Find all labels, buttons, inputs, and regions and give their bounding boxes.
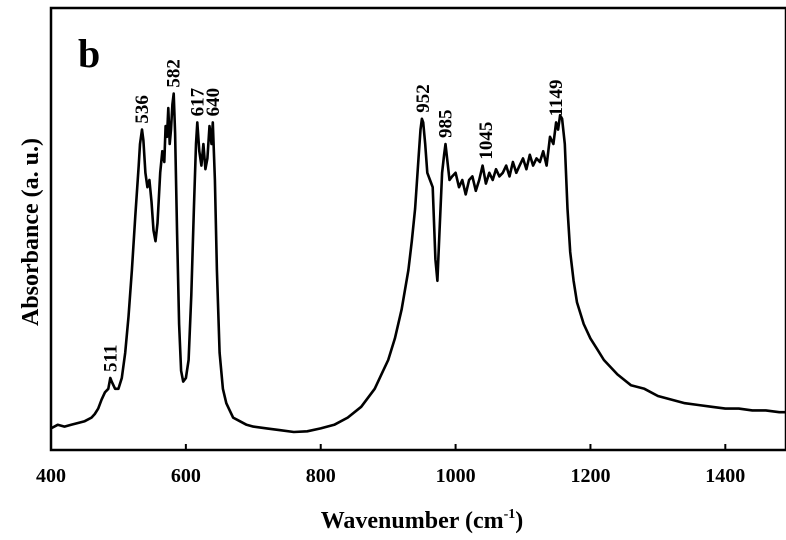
panel-label: b [78, 31, 100, 76]
peak-label: 640 [203, 88, 224, 117]
y-axis-title: Absorbance (a. u.) [18, 138, 44, 326]
x-axis-title-superscript: -1 [504, 507, 516, 522]
absorbance-curve [50, 92, 786, 434]
x-tick-label: 600 [171, 465, 201, 487]
x-tick-label: 1200 [570, 465, 610, 487]
peak-label: 582 [164, 59, 185, 88]
peak-label: 536 [132, 95, 153, 124]
x-tick-label: 1400 [705, 465, 745, 487]
x-tick-label: 800 [306, 465, 336, 487]
peak-label: 511 [100, 345, 121, 372]
x-tick-label: 1000 [436, 465, 476, 487]
peak-label: 952 [413, 84, 434, 113]
x-axis-ticks: 400 600 800 1000 1200 1400 [36, 444, 745, 487]
peak-label: 617 [187, 87, 208, 116]
x-tick-label: 400 [36, 465, 66, 487]
peak-label: 985 [436, 110, 457, 139]
x-axis-title: Wavenumber (cm-1) [321, 507, 524, 534]
peak-label: 1149 [546, 79, 567, 116]
plot-frame [49, 6, 786, 452]
x-axis-title-main: Wavenumber (cm [321, 508, 504, 534]
x-axis-title-close: ) [515, 508, 523, 534]
peak-label: 1045 [476, 122, 497, 160]
